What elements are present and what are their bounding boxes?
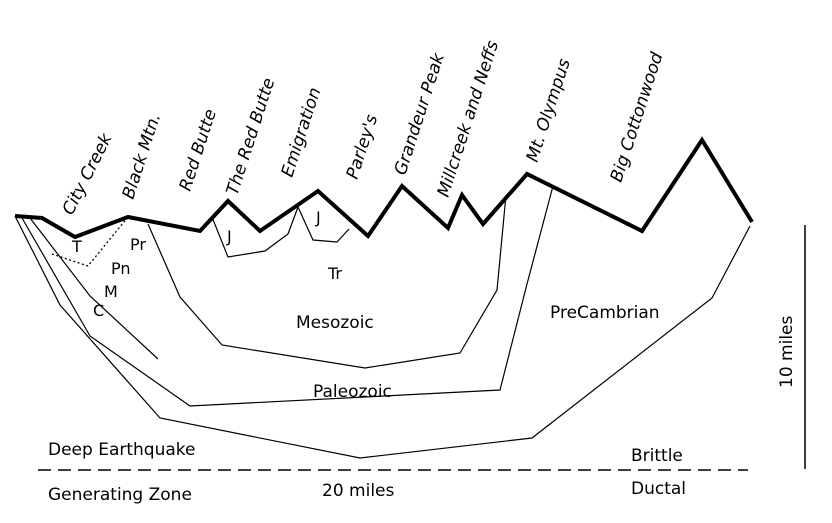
paleozoic-boundary	[21, 185, 554, 407]
canyon-label-big-cottonwood: Big Cottonwood	[607, 50, 668, 185]
deep-earthquake-label: Deep Earthquake	[48, 440, 195, 460]
horizontal-scale-label: 20 miles	[322, 481, 395, 501]
unit-label-pr: Pr	[130, 235, 146, 254]
paleozoic-inner-line	[29, 217, 159, 360]
unit-label-m: M	[104, 282, 118, 301]
unit-label-j1: J	[226, 227, 232, 246]
mesozoic-boundary	[147, 194, 507, 369]
canyon-label-emigration: Emigration	[278, 85, 326, 179]
canyon-label-the-red-butte: The Red Butte	[223, 76, 280, 198]
unit-label-precambrian: PreCambrian	[550, 303, 660, 323]
canyon-label-parleys: Parley's	[343, 112, 383, 181]
unit-label-pn: Pn	[111, 259, 131, 278]
unit-label-paleozoic: Paleozoic	[313, 382, 392, 402]
jurassic-pocket-1	[211, 206, 299, 258]
unit-label-t: T	[71, 237, 82, 256]
canyon-label-mt-olympus: Mt. Olympus	[523, 56, 575, 164]
canyon-label-red-butte: Red Butte	[176, 107, 221, 194]
vertical-scale-label: 10 miles	[777, 315, 797, 388]
brittle-label: Brittle	[631, 446, 683, 466]
unit-label-c: C	[93, 301, 104, 320]
canyon-label-city-creek: City Creek	[59, 129, 117, 218]
unit-label-mesozoic: Mesozoic	[296, 313, 374, 333]
canyon-label-grandeur-peak: Grandeur Peak	[391, 50, 450, 178]
generating-zone-label: Generating Zone	[48, 485, 192, 505]
unit-label-j2: J	[315, 208, 321, 227]
outer-boundary	[14, 215, 751, 459]
ductal-label: Ductal	[631, 479, 686, 499]
ridge-profile	[14, 136, 754, 240]
jurassic-pocket-2	[297, 206, 350, 243]
unit-label-tr: Tr	[327, 264, 342, 283]
tertiary-boundary	[51, 216, 129, 267]
canyon-label-black-mtn: Black Mtn.	[119, 111, 165, 202]
